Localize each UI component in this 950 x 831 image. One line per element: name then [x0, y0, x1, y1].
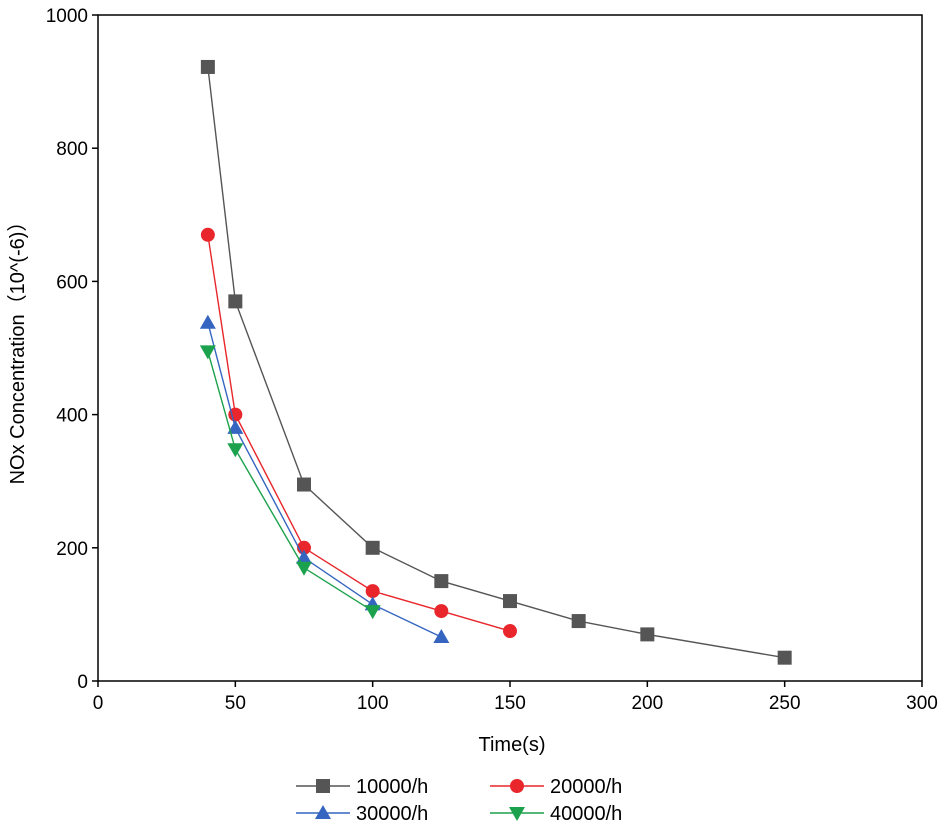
legend-marker [316, 779, 330, 793]
data-point [228, 294, 243, 309]
legend-marker [509, 807, 525, 821]
y-tick-label: 200 [56, 539, 88, 560]
x-tick-label: 0 [93, 693, 104, 714]
data-point [433, 629, 450, 644]
legend-item: 40000/h [490, 803, 622, 825]
legend-label: 30000/h [356, 803, 428, 825]
data-point [365, 584, 380, 599]
data-point [297, 477, 311, 492]
legend-marker [510, 779, 524, 793]
data-point [199, 345, 216, 360]
data-point [503, 594, 517, 609]
data-point [434, 604, 449, 619]
data-point [365, 540, 380, 555]
series-40000h [199, 345, 381, 620]
x-tick-label: 200 [631, 693, 663, 714]
data-point [364, 605, 381, 620]
y-tick-label: 400 [56, 406, 88, 427]
legend-label: 20000/h [550, 776, 622, 798]
legend: 10000/h 20000/h 30000/h 40000/h [296, 776, 622, 825]
data-point [227, 419, 244, 434]
y-tick-label: 1000 [46, 6, 88, 27]
data-point [640, 627, 655, 642]
data-point [200, 227, 215, 242]
x-tick-label: 150 [494, 693, 526, 714]
series-layer [199, 59, 792, 665]
data-point [200, 59, 215, 74]
x-axis-title: Time(s) [478, 734, 545, 756]
data-point [571, 614, 586, 629]
x-tick-label: 250 [769, 693, 801, 714]
series-line [207, 322, 442, 638]
series-30000h [199, 314, 450, 644]
x-tick-label: 50 [225, 693, 246, 714]
series-line [207, 66, 785, 659]
data-point [227, 443, 244, 458]
series-20000h [200, 227, 517, 639]
data-point [434, 574, 449, 589]
legend-item: 30000/h [296, 803, 428, 825]
y-axis-title: NOx Concentration（10^(-6)） [6, 212, 29, 485]
x-tick-label: 300 [906, 693, 938, 714]
x-tick-label: 100 [357, 693, 389, 714]
legend-label: 10000/h [356, 776, 428, 798]
legend-marker [315, 805, 331, 819]
data-point [296, 561, 312, 576]
y-tick-label: 0 [77, 672, 88, 693]
series-line [207, 234, 511, 632]
series-line [207, 351, 374, 612]
axis-ticks: 0 50 100 150 200 250 300 0 200 400 600 800 1000 [46, 6, 938, 714]
legend-label: 40000/h [550, 803, 622, 825]
data-point [228, 407, 243, 422]
data-point [777, 650, 792, 665]
data-point [199, 314, 216, 329]
plot-frame [97, 14, 923, 682]
y-tick-label: 600 [56, 272, 88, 293]
series-10000h [200, 59, 792, 665]
legend-item: 20000/h [490, 776, 622, 798]
data-point [503, 624, 517, 639]
y-tick-label: 800 [56, 139, 88, 160]
legend-item: 10000/h [296, 776, 428, 798]
